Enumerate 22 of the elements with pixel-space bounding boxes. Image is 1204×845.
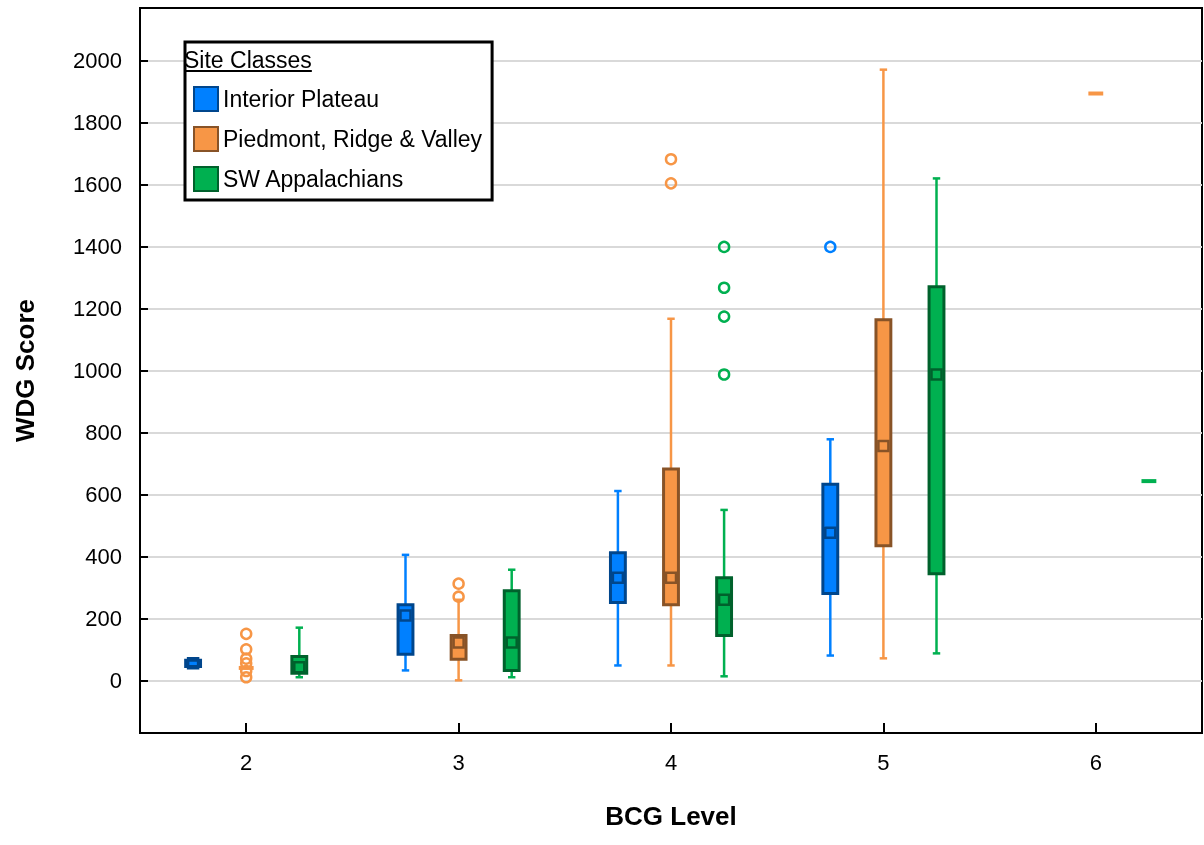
y-tick-label: 1400 [73, 234, 122, 260]
legend-label: Piedmont, Ridge & Valley [223, 126, 483, 152]
x-tick-label: 3 [452, 749, 465, 775]
y-tick-label: 200 [85, 605, 122, 631]
x-tick-label: 4 [664, 749, 678, 775]
x-tick-label: 5 [877, 749, 890, 775]
y-tick-label: 800 [85, 419, 122, 445]
y-tick-label: 1800 [73, 110, 122, 136]
y-axis-title: WDG Score [10, 298, 40, 443]
x-tick-label: 6 [1089, 749, 1102, 775]
legend-label: Interior Plateau [223, 86, 379, 112]
legend-title: Site Classes [184, 47, 312, 74]
y-tick-label: 1000 [73, 358, 122, 383]
y-tick-label: 1200 [73, 296, 122, 322]
x-tick-label: 2 [240, 749, 253, 775]
x-axis-title: BCG Level [605, 801, 737, 831]
y-tick-label: 400 [85, 543, 122, 569]
y-tick-label: 0 [109, 667, 122, 693]
y-tick-label: 600 [85, 481, 122, 507]
y-tick-label: 1600 [73, 172, 122, 198]
legend-label: SW Appalachians [223, 166, 404, 192]
y-tick-label: 2000 [73, 48, 122, 74]
